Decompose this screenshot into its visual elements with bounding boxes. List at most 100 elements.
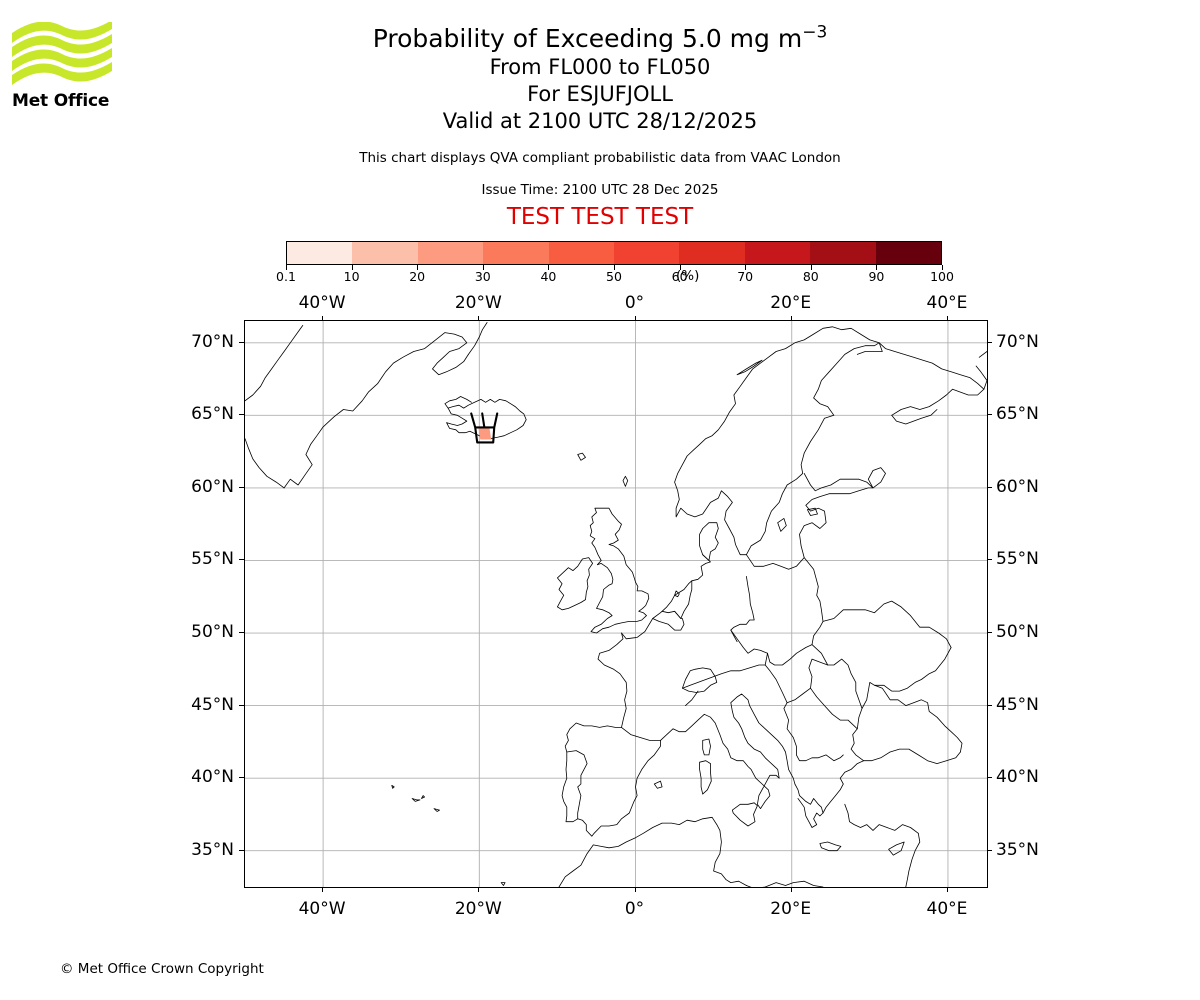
coastline-faroe: [577, 452, 586, 461]
coastline-iceland: [446, 399, 527, 439]
coastline-zuiderzee: [674, 590, 680, 598]
colorbar-tick-label-10: 10: [343, 269, 360, 284]
lat-label-left-60°N: 60°N: [191, 476, 234, 497]
colorbar-band-1: [287, 242, 353, 264]
coastline-madeira: [500, 882, 506, 886]
lon-tick-top-0°: [634, 316, 636, 320]
coastline-white-sea: [878, 342, 985, 416]
colorbar-tick-20: [417, 265, 419, 270]
chart-title-block: Probability of Exceeding 5.0 mg m−3 From…: [140, 24, 1060, 230]
coastline-shetland: [622, 475, 629, 487]
map-coastlines: [245, 322, 987, 887]
lon-tick-top-40°W: [322, 316, 324, 320]
plume-contour-outline: [470, 412, 499, 444]
lat-tick-right-55°N: [987, 559, 992, 561]
volcano-subtitle: For ESJUFJOLL: [527, 82, 673, 106]
coastline-sicily: [732, 802, 758, 827]
lat-label-left-70°N: 70°N: [191, 331, 234, 352]
coastline-ukraine-south: [874, 647, 952, 692]
lat-tick-left-35°N: [239, 849, 244, 851]
coastline-n-africa-east: [746, 880, 824, 887]
coastline-bulgaria-romania: [810, 687, 858, 730]
coastline-turkey-south: [844, 803, 919, 834]
coastline-greenland-se: [283, 332, 469, 489]
lat-label-left-35°N: 35°N: [191, 839, 234, 860]
lat-tick-left-50°N: [239, 632, 244, 634]
colorbar-tick-90: [876, 265, 878, 270]
coastline-belarus-ukraine: [822, 600, 952, 648]
coastline-czech-austria: [730, 629, 738, 643]
lat-label-left-65°N: 65°N: [191, 404, 234, 425]
colorbar-tick-80: [810, 265, 812, 270]
lon-tick-bottom-0°: [634, 888, 636, 892]
flight-level-subtitle: From FL000 to FL050: [489, 55, 711, 79]
issue-time: Issue Time: 2100 UTC 28 Dec 2025: [481, 182, 719, 198]
lat-label-right-65°N: 65°N: [996, 404, 1039, 425]
logo-wave-3: [12, 48, 112, 71]
lat-tick-left-70°N: [239, 341, 244, 343]
colorbar-band-9: [810, 242, 876, 264]
lon-label-top-0°: 0°: [624, 293, 645, 313]
colorbar-tick-label-0.1: 0.1: [276, 269, 296, 284]
colorbar-tick-label-100: 100: [930, 269, 954, 284]
colorbar-tick-0.1: [286, 265, 287, 270]
lat-tick-left-40°N: [239, 777, 244, 779]
logo-wave-4: [12, 62, 112, 85]
colorbar-band-3: [417, 242, 484, 264]
lon-tick-bottom-40°E: [946, 888, 948, 892]
coastline-netherlands-border: [661, 580, 693, 619]
coastline-azores-3: [421, 795, 425, 799]
coastline-baltic-south: [746, 473, 874, 570]
coastline-portugal-spain-border: [566, 750, 588, 820]
lon-label-bottom-40°W: 40°W: [298, 899, 346, 919]
lon-label-bottom-40°E: 40°E: [926, 899, 968, 919]
coastline-hungary-ukraine: [811, 644, 829, 666]
lon-label-top-20°W: 20°W: [454, 293, 502, 313]
coastline-saaremaa: [807, 507, 818, 516]
map-plot-area: [244, 320, 988, 888]
title-text: Probability of Exceeding 5.0 mg m: [372, 24, 803, 53]
lon-tick-top-20°E: [790, 316, 792, 320]
coastline-azores-4: [433, 808, 440, 812]
colorbar-unit-label: (%): [676, 268, 700, 284]
lat-tick-right-45°N: [987, 704, 992, 706]
logo-wave-2: [12, 34, 112, 57]
coastline-france-iberia: [621, 610, 663, 640]
colorbar-tickmarks: [286, 265, 943, 271]
coastline-switzerland: [682, 667, 718, 693]
coastline-azores-1: [391, 785, 395, 789]
coastline-azores-2: [411, 798, 421, 802]
ash-plume-contour: [470, 412, 499, 444]
coastline-greenland-ne-coast: [468, 322, 488, 355]
coastline-gotland: [777, 518, 787, 532]
coastline-cyprus: [888, 841, 905, 856]
lat-label-right-60°N: 60°N: [996, 476, 1039, 497]
coastline-norway-n-border: [856, 342, 883, 355]
coastline-greenland-w: [245, 438, 285, 489]
coastline-germany-poland: [730, 557, 824, 666]
logo-wave-1: [12, 22, 112, 43]
coastline-netherlands: [661, 554, 711, 612]
colorbar-tick-label-90: 90: [868, 269, 885, 284]
colorbar-band-5: [548, 242, 615, 264]
coastline-middle-east: [905, 832, 921, 887]
lat-label-right-70°N: 70°N: [996, 331, 1039, 352]
lat-tick-right-65°N: [987, 414, 992, 416]
coastline-balkan-borders: [764, 652, 844, 762]
colorbar-band-10: [875, 242, 942, 264]
coastline-kola-inner: [891, 409, 938, 425]
colorbar-tick-40: [548, 265, 550, 270]
colorbar-tick-label-30: 30: [474, 269, 491, 284]
lon-label-bottom-20°W: 20°W: [454, 899, 502, 919]
qva-note: This chart displays QVA compliant probab…: [359, 150, 841, 166]
lon-tick-bottom-40°W: [322, 888, 324, 892]
lon-tick-bottom-20°E: [790, 888, 792, 892]
coastline-russia-ne: [975, 365, 987, 390]
lat-label-right-50°N: 50°N: [996, 622, 1039, 643]
lat-tick-left-65°N: [239, 414, 244, 416]
lat-label-right-55°N: 55°N: [996, 549, 1039, 570]
valid-time-subtitle: Valid at 2100 UTC 28/12/2025: [442, 109, 758, 133]
colorbar-tick-60: [679, 265, 681, 270]
title-exponent: −3: [802, 22, 828, 43]
colorbar-tick-70: [745, 265, 747, 270]
